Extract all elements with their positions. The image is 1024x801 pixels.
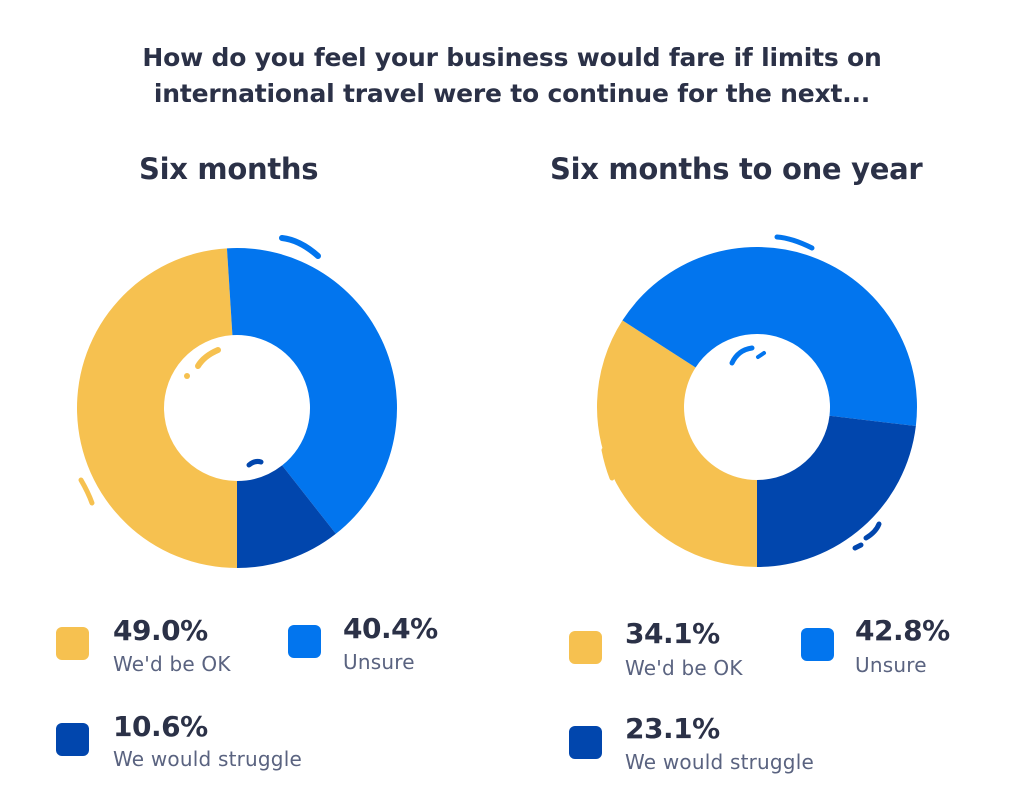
- doodle-decoration: [184, 373, 190, 379]
- doodle-decoration: [863, 521, 882, 541]
- legend-swatch-ok: [56, 627, 89, 660]
- doodle-decoration: [852, 542, 864, 551]
- doodle-decoration: [756, 351, 766, 359]
- legend-value: 40.4%: [343, 612, 438, 645]
- legend-label: We would struggle: [113, 747, 302, 771]
- donut-slice-we-would-struggle: [237, 465, 336, 568]
- legend-label: Unsure: [343, 650, 415, 674]
- legend-label: We'd be OK: [113, 652, 231, 676]
- donut-chart-six-months-to-one-year: [597, 234, 917, 567]
- donut-slice-unsure: [622, 247, 917, 427]
- panel-subtitle: Six months: [139, 152, 319, 186]
- donut-chart-six-months: [77, 235, 397, 568]
- legend-swatch-struggle: [569, 726, 602, 759]
- doodle-decoration: [774, 234, 815, 251]
- legend-value: 42.8%: [855, 614, 950, 647]
- donut-slice-we-would-struggle: [757, 415, 916, 567]
- doodle-decoration: [279, 235, 321, 259]
- doodle-decoration: [246, 458, 264, 468]
- doodle-decoration: [195, 347, 221, 369]
- doodle-decoration: [729, 345, 755, 366]
- doodle-decoration: [78, 477, 95, 506]
- legend-value: 10.6%: [113, 710, 208, 743]
- legend-swatch-unsure: [288, 625, 321, 658]
- donut-slices: [597, 247, 917, 567]
- chart-title: How do you feel your business would fare…: [0, 40, 1024, 112]
- chart-title-line-1: How do you feel your business would fare…: [142, 43, 882, 72]
- legend-value: 23.1%: [625, 712, 720, 745]
- panel-subtitle: Six months to one year: [550, 152, 923, 186]
- legend-label: We would struggle: [625, 750, 814, 774]
- donut-slice-unsure: [226, 248, 397, 534]
- donut-slice-we-d-be-ok: [77, 248, 238, 568]
- legend-value: 49.0%: [113, 614, 208, 647]
- donut-slices: [77, 248, 397, 568]
- legend-label: We'd be OK: [625, 656, 743, 680]
- donut-slice-we-d-be-ok: [597, 320, 757, 567]
- doodle-decoration: [601, 447, 615, 481]
- panel-six-months-to-one-year: Six months to one year 34.1% We'd be OK …: [512, 0, 1024, 801]
- panel-six-months: Six months 49.0% We'd be OK 40.4% Unsure…: [56, 152, 438, 771]
- legend-swatch-unsure: [801, 628, 834, 661]
- legend-swatch-struggle: [56, 723, 89, 756]
- legend-label: Unsure: [855, 653, 927, 677]
- chart-title-line-2: international travel were to continue fo…: [153, 79, 871, 108]
- legend-value: 34.1%: [625, 617, 720, 650]
- legend-swatch-ok: [569, 631, 602, 664]
